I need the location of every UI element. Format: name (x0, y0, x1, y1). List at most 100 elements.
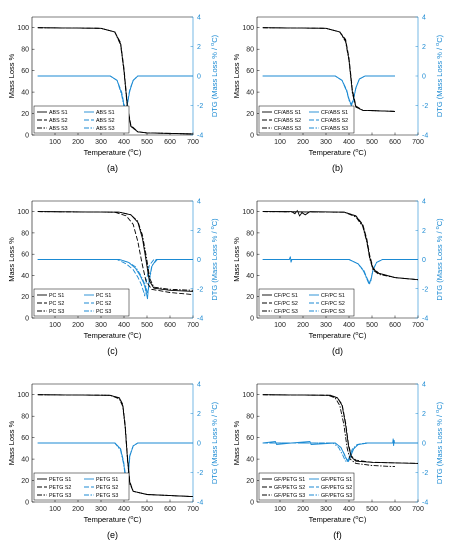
panel-label: (d) (332, 346, 343, 356)
dtg-series-line (262, 442, 418, 462)
y-tick-label: 40 (21, 90, 29, 97)
y-axis-label: Mass Loss % (7, 420, 16, 465)
legend-entry: CF/PC S2 (321, 301, 345, 307)
x-tick-label: 600 (389, 506, 401, 513)
legend: ABS S1 ABS S2 ABS S3 ABS S1 ABS S2 ABS S3 (33, 105, 130, 134)
y2-tick-label: -4 (197, 133, 203, 140)
dtg-series-line (262, 442, 395, 463)
x-tick-label: 700 (187, 506, 199, 513)
mass-series-line (262, 211, 419, 281)
mass-series-line (262, 27, 396, 112)
legend-entry: PETG S1 (49, 477, 71, 483)
x-tick-label: 700 (187, 322, 199, 329)
y2-tick-label: -2 (422, 470, 428, 477)
legend-entry: CF/ABS S2 (274, 118, 301, 124)
x-axis-label: Temperature (oC) (84, 148, 142, 157)
legend-entry: ABS S2 (96, 118, 115, 124)
y2-tick-label: 0 (197, 257, 201, 264)
y2-tick-label: 0 (422, 257, 426, 264)
y-tick-label: 40 (21, 457, 29, 464)
x-tick-label: 100 (274, 506, 286, 513)
x-axis-label: Temperature (oC) (309, 148, 367, 157)
legend: PETG S1 PETG S2 PETG S3 PETG S1 PETG S2 PETG … (33, 472, 130, 501)
legend-entry: CF/PC S1 (274, 293, 298, 299)
y2-tick-label: -2 (197, 470, 203, 477)
y-axis-label: Mass Loss % (7, 237, 16, 282)
y2-axis-label: DTG (Mass Loss % / oC) (435, 401, 444, 484)
x-tick-label: 300 (95, 506, 107, 513)
panel-label: (c) (107, 346, 118, 356)
panel-label: (e) (107, 530, 118, 540)
x-axis-label: Temperature (oC) (84, 515, 142, 524)
legend-entry: CF/ABS S2 (321, 118, 348, 124)
y-tick-label: 100 (17, 25, 29, 32)
y2-tick-label: -4 (422, 500, 428, 507)
y2-tick-label: 4 (422, 382, 426, 389)
x-tick-label: 400 (343, 322, 355, 329)
y2-tick-label: -4 (422, 133, 428, 140)
mass-series-line (37, 27, 194, 135)
x-tick-label: 500 (141, 322, 153, 329)
legend-entry: GF/PETG S1 (274, 477, 305, 483)
y2-tick-label: 2 (197, 228, 201, 235)
x-tick-label: 300 (320, 139, 332, 146)
y-tick-label: 40 (21, 273, 29, 280)
mass-series-line (262, 27, 396, 112)
mass-series-line (37, 211, 194, 296)
x-tick-label: 300 (320, 322, 332, 329)
x-tick-label: 200 (297, 506, 309, 513)
y-tick-label: 60 (246, 435, 254, 442)
legend-entry: CF/PC S3 (321, 309, 345, 315)
legend-entry: PETG S2 (49, 485, 71, 491)
legend: CF/PC S1 CF/PC S2 CF/PC S3 CF/PC S1 CF/PC S2… (258, 288, 355, 317)
y-tick-label: 60 (246, 68, 254, 75)
mass-series-line (262, 27, 396, 112)
x-tick-label: 200 (72, 506, 84, 513)
x-tick-label: 300 (95, 322, 107, 329)
y-tick-label: 100 (242, 209, 254, 216)
legend-entry: PC S1 (49, 293, 64, 299)
x-tick-label: 400 (118, 506, 130, 513)
legend-entry: PC S1 (96, 293, 111, 299)
legend-entry: PETG S1 (96, 477, 118, 483)
y2-tick-label: 2 (197, 411, 201, 418)
y2-tick-label: -4 (197, 500, 203, 507)
legend-entry: GF/PETG S3 (321, 493, 352, 499)
panel-label: (b) (332, 163, 343, 173)
y-tick-label: 0 (25, 133, 29, 140)
y-tick-label: 60 (21, 252, 29, 259)
dtg-series-line (37, 75, 193, 114)
x-tick-label: 100 (274, 139, 286, 146)
legend-entry: GF/PETG S1 (321, 477, 352, 483)
x-tick-label: 700 (412, 322, 424, 329)
legend-entry: GF/PETG S2 (321, 485, 352, 491)
y2-axis-label: DTG (Mass Loss % / oC) (210, 401, 219, 484)
legend-entry: PETG S3 (96, 493, 118, 499)
x-axis-label: Temperature (oC) (84, 331, 142, 340)
y-axis-label: Mass Loss % (232, 237, 241, 282)
y2-tick-label: -2 (197, 286, 203, 293)
y-tick-label: 100 (242, 392, 254, 399)
legend-box (33, 472, 130, 501)
x-tick-label: 200 (297, 139, 309, 146)
y-tick-label: 40 (246, 273, 254, 280)
y-tick-label: 80 (246, 414, 254, 421)
legend-entry: PC S2 (96, 301, 111, 307)
x-tick-label: 100 (49, 139, 61, 146)
panel-label: (a) (107, 163, 118, 173)
dtg-series-line (262, 75, 395, 107)
legend-entry: PETG S3 (49, 493, 71, 499)
x-tick-label: 300 (95, 139, 107, 146)
y2-tick-label: 0 (422, 441, 426, 448)
legend-entry: GF/PETG S3 (274, 493, 305, 499)
y2-axis-label: DTG (Mass Loss % / oC) (435, 34, 444, 117)
legend: CF/ABS S1 CF/ABS S2 CF/ABS S3 CF/ABS S1 CF/A… (258, 105, 355, 134)
x-tick-label: 600 (164, 506, 176, 513)
legend: GF/PETG S1 GF/PETG S2 GF/PETG S3 GF/PETG S1… (258, 472, 355, 501)
y-tick-label: 20 (21, 111, 29, 118)
x-tick-label: 600 (389, 322, 401, 329)
x-tick-label: 200 (72, 139, 84, 146)
panel-d: 100 200 300 400 500 600 700 0 20 40 60 80 100 -4 -2 0 2 4… (232, 199, 444, 357)
legend-entry: ABS S2 (49, 118, 68, 124)
dtg-series-line (262, 438, 418, 463)
